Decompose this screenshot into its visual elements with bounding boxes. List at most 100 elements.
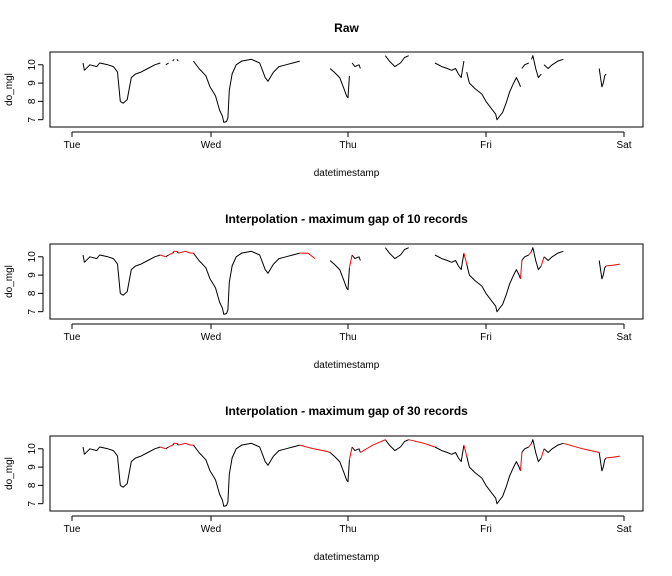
- interpolated-segment: [348, 254, 353, 268]
- interpolated-series: [160, 250, 620, 279]
- interpolated-segment: [463, 252, 468, 265]
- plot-frame: [49, 435, 644, 512]
- y-tick-label: 7: [27, 308, 38, 314]
- data-segment: [531, 55, 542, 79]
- data-segment: [82, 62, 161, 104]
- x-tick-label: Fri: [480, 140, 492, 151]
- y-tick-label: 7: [27, 116, 38, 122]
- data-segment: [466, 455, 521, 505]
- panel-3: Interpolation - maximum gap of 30 record…: [4, 404, 644, 563]
- data-segment: [521, 254, 529, 261]
- x-tick-label: Sat: [616, 140, 631, 151]
- x-tick-label: Wed: [201, 140, 221, 151]
- data-segment: [165, 62, 169, 66]
- plot-frame: [49, 51, 644, 128]
- data-segment: [434, 445, 465, 463]
- data-segment: [384, 247, 409, 260]
- data-segment: [329, 260, 350, 291]
- raw-series: [82, 247, 607, 315]
- x-tick-label: Fri: [480, 524, 492, 535]
- interpolated-segment: [520, 452, 523, 471]
- raw-series: [82, 439, 607, 507]
- data-segment: [172, 58, 175, 62]
- x-axis-label: datetimestamp: [314, 360, 380, 371]
- x-axis-label: datetimestamp: [314, 168, 380, 179]
- data-segment: [598, 68, 607, 88]
- data-segment: [543, 442, 564, 453]
- data-segment: [384, 55, 409, 68]
- interpolated-series: [160, 439, 620, 471]
- interpolated-segment: [463, 444, 468, 457]
- x-tick-label: Wed: [201, 332, 221, 343]
- data-segment: [172, 442, 175, 446]
- data-segment: [165, 254, 169, 258]
- x-tick-label: Tue: [64, 140, 81, 151]
- interpolated-segment: [360, 439, 386, 453]
- data-segment: [82, 446, 161, 488]
- y-tick-label: 7: [27, 500, 38, 506]
- data-segment: [434, 61, 465, 79]
- interpolated-segment: [160, 254, 166, 258]
- y-tick-label: 10: [27, 251, 38, 263]
- data-segment: [521, 62, 529, 69]
- data-segment: [434, 253, 465, 271]
- data-segment: [384, 439, 409, 452]
- interpolated-segment: [528, 443, 532, 448]
- data-segment: [176, 442, 179, 446]
- x-tick-label: Fri: [480, 332, 492, 343]
- y-tick-label: 10: [27, 443, 38, 455]
- data-segment: [176, 58, 179, 62]
- x-tick-label: Wed: [201, 524, 221, 535]
- x-tick-label: Tue: [64, 332, 81, 343]
- x-tick-label: Tue: [64, 524, 81, 535]
- y-tick-label: 8: [27, 482, 38, 488]
- x-axis-label: datetimestamp: [314, 552, 380, 563]
- data-segment: [193, 250, 300, 315]
- y-axis-label: do_mgl: [4, 265, 15, 298]
- data-segment: [598, 260, 607, 280]
- interpolated-segment: [540, 256, 545, 267]
- x-tick-label: Thu: [339, 332, 356, 343]
- y-axis-label: do_mgl: [4, 457, 15, 490]
- interpolated-segment: [168, 444, 173, 448]
- chart-title: Raw: [334, 21, 359, 35]
- data-segment: [521, 446, 529, 453]
- data-segment: [543, 58, 564, 69]
- y-tick-label: 9: [27, 80, 38, 86]
- interpolated-segment: [168, 252, 173, 256]
- data-segment: [176, 250, 179, 254]
- panel-1: Raw 7 8 9 10 Tue Wed Thu Fri Sat datetimestamp do_m…: [4, 21, 644, 179]
- interpolated-segment: [178, 250, 194, 254]
- data-segment: [329, 68, 350, 99]
- data-segment: [82, 254, 161, 296]
- data-segment: [193, 442, 300, 507]
- y-tick-label: 8: [27, 290, 38, 296]
- data-segment: [351, 446, 361, 453]
- data-segment: [351, 254, 361, 261]
- x-tick-label: Thu: [339, 524, 356, 535]
- x-tick-label: Sat: [616, 332, 631, 343]
- y-tick-label: 9: [27, 464, 38, 470]
- plot-frame: [49, 243, 644, 320]
- interpolated-segment: [178, 442, 194, 446]
- y-tick-label: 10: [27, 59, 38, 71]
- data-segment: [466, 263, 521, 313]
- interpolated-segment: [606, 263, 620, 267]
- chart-title: Interpolation - maximum gap of 30 record…: [225, 404, 468, 418]
- data-segment: [351, 62, 361, 69]
- interpolated-segment: [299, 444, 331, 453]
- interpolated-segment: [160, 446, 166, 450]
- data-segment: [329, 452, 350, 483]
- interpolated-segment: [540, 448, 545, 459]
- x-tick-label: Sat: [616, 524, 631, 535]
- interpolated-segment: [528, 251, 532, 256]
- panel-2: Interpolation - maximum gap of 10 record…: [4, 212, 644, 371]
- chart-title: Interpolation - maximum gap of 10 record…: [225, 212, 468, 226]
- data-segment: [543, 250, 564, 261]
- y-tick-label: 9: [27, 272, 38, 278]
- y-axis-label: do_mgl: [4, 73, 15, 106]
- interpolated-segment: [348, 446, 353, 460]
- data-segment: [531, 439, 542, 463]
- raw-series: [82, 55, 607, 123]
